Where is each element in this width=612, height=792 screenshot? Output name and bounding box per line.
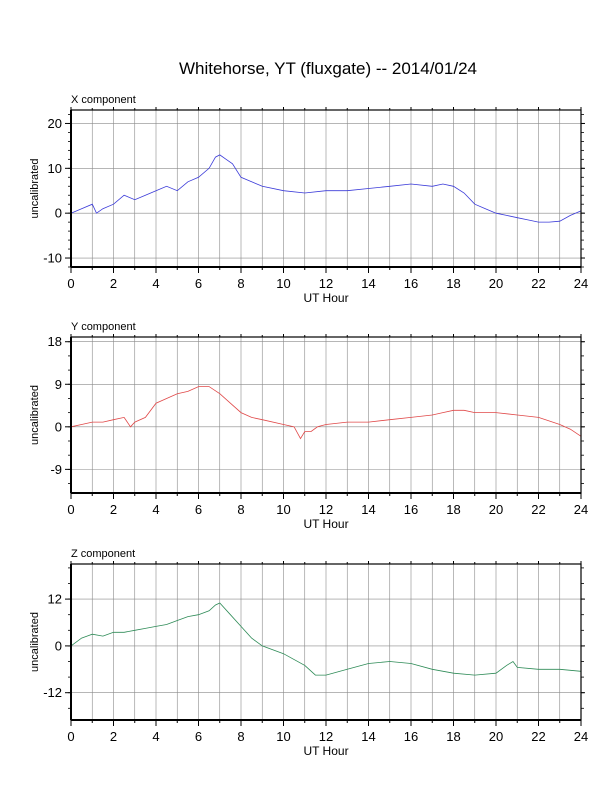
y-tick-label: 12 (48, 592, 62, 607)
x-tick-label: 2 (110, 729, 117, 744)
y-tick-label: 9 (55, 377, 62, 392)
y-tick-label: 10 (48, 161, 62, 176)
x-axis-label: UT Hour (303, 744, 348, 758)
chart-title: Whitehorse, YT (fluxgate) -- 2014/01/24 (179, 59, 477, 78)
x-tick-label: 18 (446, 502, 460, 517)
x-tick-label: 20 (489, 729, 503, 744)
x-tick-label: 2 (110, 502, 117, 517)
y-tick-label: 18 (48, 334, 62, 349)
series-line-y (70, 386, 582, 440)
x-tick-label: 4 (152, 729, 159, 744)
x-tick-label: 16 (404, 276, 418, 291)
y-tick-label: 0 (55, 638, 62, 653)
x-tick-label: 20 (489, 502, 503, 517)
x-tick-label: 16 (404, 502, 418, 517)
panel-label: Z component (71, 548, 135, 560)
x-tick-label: 22 (531, 502, 545, 517)
x-tick-label: 8 (237, 729, 244, 744)
x-tick-label: 0 (67, 276, 74, 291)
x-tick-label: 4 (152, 502, 159, 517)
x-tick-label: 8 (237, 502, 244, 517)
x-tick-label: 20 (489, 276, 503, 291)
y-tick-label: -12 (43, 685, 62, 700)
y-tick-label: 0 (55, 419, 62, 434)
x-tick-label: 18 (446, 276, 460, 291)
y-tick-label: -10 (43, 251, 62, 266)
x-tick-label: 16 (404, 729, 418, 744)
x-tick-label: 12 (319, 276, 333, 291)
x-tick-label: 0 (67, 729, 74, 744)
x-tick-label: 8 (237, 276, 244, 291)
x-axis-label: UT Hour (303, 291, 348, 305)
x-tick-label: 0 (67, 502, 74, 517)
x-tick-label: 12 (319, 729, 333, 744)
x-tick-label: 6 (195, 276, 202, 291)
y-axis-label: uncalibrated (29, 612, 41, 672)
y-axis-label: uncalibrated (29, 385, 41, 445)
x-tick-label: 24 (574, 729, 588, 744)
panel-label: X component (71, 94, 136, 106)
x-tick-label: 6 (195, 502, 202, 517)
x-tick-label: 22 (531, 276, 545, 291)
x-tick-label: 22 (531, 729, 545, 744)
x-tick-label: 18 (446, 729, 460, 744)
x-tick-label: 14 (361, 276, 375, 291)
x-tick-label: 4 (152, 276, 159, 291)
x-tick-label: 6 (195, 729, 202, 744)
y-tick-label: 20 (48, 116, 62, 131)
series-line-x (70, 154, 582, 223)
series-line-z (70, 602, 582, 676)
x-tick-label: 10 (276, 276, 290, 291)
x-tick-label: 24 (574, 502, 588, 517)
x-tick-label: 10 (276, 502, 290, 517)
y-axis-label: uncalibrated (29, 159, 41, 219)
y-tick-label: 0 (55, 206, 62, 221)
panel-label: Y component (71, 321, 136, 333)
x-tick-label: 10 (276, 729, 290, 744)
x-tick-label: 14 (361, 729, 375, 744)
x-tick-label: 24 (574, 276, 588, 291)
x-axis-label: UT Hour (303, 517, 348, 531)
x-tick-label: 14 (361, 502, 375, 517)
x-tick-label: 2 (110, 276, 117, 291)
x-tick-label: 12 (319, 502, 333, 517)
y-tick-label: -9 (50, 462, 62, 477)
